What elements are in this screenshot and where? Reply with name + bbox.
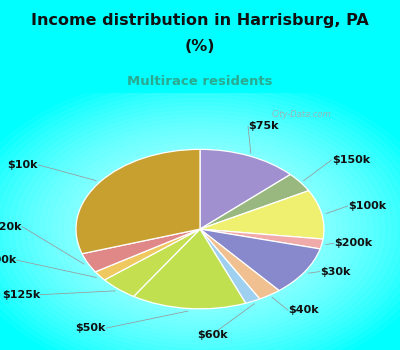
Text: > $200k: > $200k: [0, 255, 16, 265]
Text: $50k: $50k: [76, 323, 106, 333]
Wedge shape: [200, 229, 279, 299]
Text: Multirace residents: Multirace residents: [127, 75, 273, 88]
Wedge shape: [82, 229, 200, 272]
Wedge shape: [200, 229, 320, 290]
Wedge shape: [95, 229, 200, 280]
Text: $100k: $100k: [348, 201, 386, 211]
Text: $75k: $75k: [248, 121, 278, 131]
Wedge shape: [200, 149, 290, 229]
Text: $150k: $150k: [332, 155, 370, 164]
Text: $125k: $125k: [2, 290, 40, 300]
Text: $30k: $30k: [320, 267, 350, 276]
Text: $20k: $20k: [0, 222, 22, 231]
Wedge shape: [200, 229, 260, 303]
Text: $40k: $40k: [288, 305, 319, 315]
Text: City-Data.com: City-Data.com: [272, 110, 332, 119]
Wedge shape: [76, 149, 200, 254]
Wedge shape: [200, 191, 324, 239]
Wedge shape: [104, 229, 200, 296]
Wedge shape: [134, 229, 246, 309]
Text: $200k: $200k: [334, 238, 372, 248]
Text: $10k: $10k: [8, 160, 38, 170]
Text: Income distribution in Harrisburg, PA: Income distribution in Harrisburg, PA: [31, 13, 369, 28]
Text: (%): (%): [185, 39, 215, 54]
Wedge shape: [200, 229, 323, 249]
Wedge shape: [200, 175, 309, 229]
Text: $60k: $60k: [197, 330, 227, 340]
